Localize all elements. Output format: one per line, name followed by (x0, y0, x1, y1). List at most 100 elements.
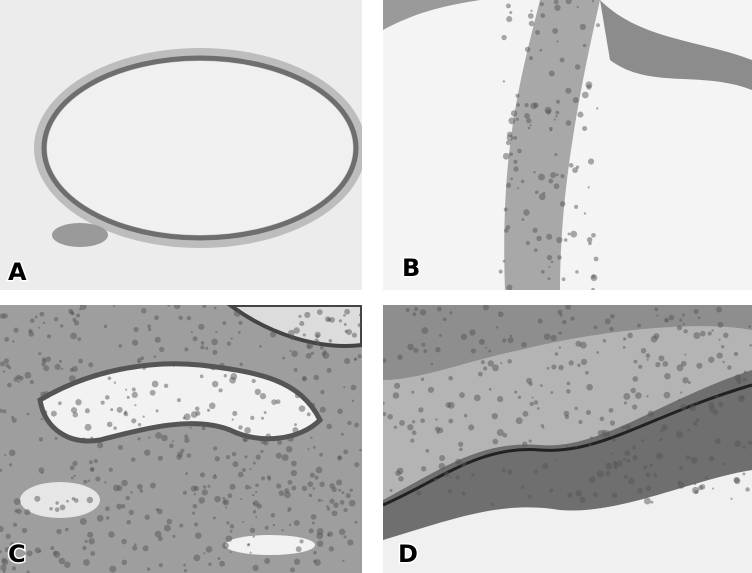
cell-texture (536, 235, 542, 242)
tissue-patch (52, 223, 108, 247)
cell-texture (343, 535, 347, 539)
cell-texture (66, 499, 69, 503)
cell-texture (574, 406, 578, 411)
cell-texture (621, 425, 626, 430)
cell-texture (202, 305, 207, 308)
cell-texture (577, 363, 581, 367)
cell-texture (0, 361, 6, 367)
cell-texture (328, 339, 333, 343)
vessel (226, 305, 362, 348)
cell-texture (471, 473, 475, 477)
cell-texture (502, 338, 507, 343)
cell-texture (108, 467, 113, 472)
cell-texture (609, 420, 616, 426)
cell-texture (183, 413, 191, 421)
vessel-lumen (47, 61, 353, 235)
cell-texture (311, 521, 315, 525)
cell-texture (95, 476, 101, 482)
cell-texture (13, 327, 19, 333)
cell-texture (502, 80, 506, 83)
cell-texture (172, 440, 175, 443)
cell-texture (211, 380, 219, 388)
cell-texture (650, 335, 658, 343)
cell-texture (517, 395, 522, 399)
cell-texture (596, 23, 600, 28)
cell-texture (333, 502, 339, 508)
cell-texture (198, 497, 205, 504)
cell-texture (646, 358, 649, 361)
cell-texture (200, 341, 205, 345)
cell-texture (212, 516, 216, 520)
cell-texture (194, 532, 202, 539)
cell-texture (343, 449, 349, 455)
cell-texture (113, 426, 117, 430)
cell-texture (345, 493, 351, 499)
cell-texture (555, 173, 559, 177)
cell-texture (298, 405, 306, 412)
cell-texture (285, 445, 293, 453)
cell-texture (108, 531, 115, 538)
cell-texture (215, 330, 218, 333)
cell-texture (209, 402, 216, 410)
cell-texture (49, 506, 53, 511)
cell-texture (213, 446, 218, 451)
cell-texture (420, 418, 425, 423)
cell-texture (470, 348, 477, 354)
cell-texture (12, 522, 18, 527)
cell-texture (740, 395, 744, 400)
cell-texture (104, 481, 107, 484)
cell-texture (264, 558, 271, 564)
cell-texture (745, 487, 750, 492)
cell-texture (29, 318, 35, 323)
cell-texture (663, 391, 671, 399)
cell-texture (128, 509, 134, 516)
cell-texture (252, 493, 255, 497)
cell-texture (34, 495, 41, 502)
cell-texture (107, 376, 112, 381)
cell-texture (121, 538, 127, 545)
cell-texture (407, 424, 414, 431)
cell-texture (255, 515, 258, 518)
cell-texture (259, 345, 262, 348)
cell-texture (148, 327, 152, 332)
cell-texture (632, 455, 638, 461)
tissue-region (383, 305, 752, 380)
cell-texture (331, 510, 338, 517)
cell-texture (89, 460, 93, 465)
cell-texture (749, 344, 752, 347)
cell-texture (249, 527, 256, 533)
cell-texture (225, 506, 228, 509)
cell-texture (69, 367, 74, 372)
cell-texture (329, 498, 335, 504)
cell-texture (1, 558, 9, 566)
cell-texture (427, 386, 435, 393)
cell-texture (68, 375, 76, 383)
airspace (20, 482, 100, 518)
panel-label: A (8, 258, 27, 286)
cell-texture (113, 381, 117, 384)
cell-texture (308, 493, 313, 498)
cell-texture (255, 483, 259, 488)
cell-texture (192, 511, 195, 515)
cell-texture (299, 320, 305, 327)
cell-texture (637, 488, 643, 494)
cell-texture (252, 461, 256, 465)
cell-texture (565, 0, 572, 5)
cell-texture (230, 373, 238, 380)
cell-texture (2, 409, 7, 414)
cell-texture (214, 495, 221, 503)
cell-texture (302, 398, 306, 401)
cell-texture (590, 436, 593, 440)
cell-texture (0, 550, 2, 554)
cell-texture (38, 437, 44, 442)
cell-texture (482, 305, 489, 311)
cell-texture (623, 337, 627, 341)
cell-texture (586, 236, 593, 243)
cell-texture (582, 125, 588, 132)
cell-texture (326, 423, 333, 430)
cell-texture (420, 466, 427, 472)
cell-texture (354, 462, 360, 468)
cell-texture (643, 465, 648, 470)
cell-texture (708, 455, 715, 462)
tissue-band (504, 0, 600, 290)
